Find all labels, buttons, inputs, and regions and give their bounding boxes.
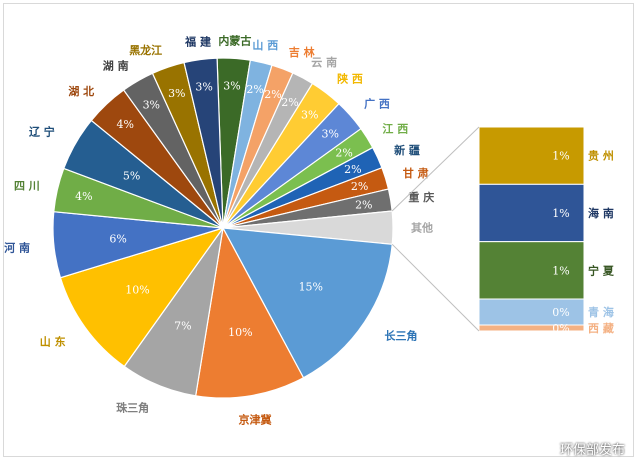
slice-5b81590f-bar-percent-label: 1%	[552, 264, 569, 277]
slice-6d775357-bar-percent-label: 1%	[552, 207, 569, 220]
slice-97526d77-bar-percent-label: 0%	[552, 306, 569, 319]
watermark-text: 环保部发布	[559, 443, 625, 458]
slice-6cb35357-percent-label: 6%	[109, 233, 126, 246]
slice-6e565357-percent-label: 3%	[143, 99, 160, 112]
slice-798f5efa-percent-label: 3%	[195, 81, 212, 94]
slice-51764ed6-category-label: 其他	[411, 221, 433, 235]
slice-8d355dde-bar-category-label: 贵 州	[588, 149, 614, 163]
slice-5c71897f-percent-label: 2%	[246, 83, 263, 96]
slice-54096797-percent-label: 2%	[264, 88, 281, 101]
slice-8d355dde-bar-segment	[478, 126, 585, 185]
slice-9ed19f996c5f-category-label: 黑龙江	[129, 43, 162, 57]
slice-91cd5e86-percent-label: 2%	[355, 198, 372, 211]
slice-8d355dde-bar-percent-label: 1%	[552, 150, 569, 163]
slice-5e7f897f-category-label: 广 西	[364, 97, 390, 111]
slice-6e565317-category-label: 湖 北	[68, 84, 94, 98]
slice-75188083-category-label: 甘 肃	[403, 166, 429, 180]
slice-957f4e0989d2-percent-label: 15%	[299, 280, 323, 293]
slice-5c714e1c-wedge	[59, 226, 225, 368]
slice-5185849953e4-category-label: 内蒙古	[218, 33, 251, 47]
slice-6c5f897f-category-label: 江 西	[382, 121, 408, 135]
slice-56db5ddd-percent-label: 4%	[75, 190, 92, 203]
slice-897f85cf-bar-category-label: 西 藏	[588, 321, 614, 335]
slice-897f85cf-bar-percent-label: 0%	[552, 322, 569, 335]
slice-4e915357-category-label: 云 南	[311, 55, 337, 69]
slice-75188083-percent-label: 2%	[351, 180, 368, 193]
slice-5185849953e4-percent-label: 3%	[223, 80, 240, 93]
slice-65b07586-category-label: 新 疆	[394, 143, 420, 157]
connector-line-top	[391, 126, 480, 212]
slice-5c714e1c-percent-label: 10%	[125, 284, 149, 297]
slice-6e565317-percent-label: 4%	[116, 118, 133, 131]
slice-8fbd5b81-percent-label: 5%	[123, 170, 140, 183]
slice-957f4e0989d2-wedge	[221, 227, 393, 379]
slice-5c714e1c-category-label: 山 东	[40, 334, 66, 348]
connector-line-bottom	[391, 243, 480, 332]
slice-5b81590f-bar-category-label: 宁 夏	[588, 263, 615, 277]
slice-97526d77-bar-category-label: 青 海	[588, 305, 614, 319]
slice-5b81590f-bar-segment	[478, 241, 585, 300]
slice-56db5ddd-category-label: 四 川	[14, 180, 40, 193]
slice-73e04e0989d2-category-label: 珠三角	[116, 400, 149, 414]
slice-6d775357-bar-segment	[478, 183, 585, 243]
slice-4e915357-percent-label: 2%	[281, 96, 298, 109]
slice-73e04e0989d2-percent-label: 7%	[174, 320, 191, 333]
slice-9655897f-category-label: 陕 西	[337, 72, 363, 86]
slice-9ed19f996c5f-percent-label: 3%	[168, 87, 185, 100]
slice-4eac6d255180-category-label: 京津冀	[239, 412, 272, 426]
slice-957f4e0989d2-category-label: 长三角	[385, 328, 418, 342]
slice-6cb35357-category-label: 河 南	[4, 240, 30, 254]
chart-frame	[3, 3, 634, 457]
slice-5c71897f-category-label: 山 西	[252, 38, 278, 52]
slice-798f5efa-wedge	[183, 57, 224, 229]
slice-6c5f897f-percent-label: 2%	[335, 146, 352, 159]
slice-91cd5e86-category-label: 重 庆	[408, 190, 434, 204]
slice-4eac6d255180-wedge	[194, 226, 305, 399]
slice-65b07586-percent-label: 2%	[344, 163, 361, 176]
slice-9655897f-percent-label: 3%	[301, 109, 318, 122]
slice-897f85cf-bar-segment	[478, 324, 585, 332]
slice-6e565357-category-label: 湖 南	[103, 58, 129, 72]
slice-5e7f897f-percent-label: 3%	[321, 128, 338, 141]
slice-4eac6d255180-percent-label: 10%	[228, 326, 252, 339]
slice-6d775357-bar-category-label: 海 南	[588, 206, 614, 220]
slice-54096797-category-label: 吉 林	[289, 45, 315, 59]
slice-8fbd5b81-category-label: 辽 宁	[29, 124, 55, 138]
slice-798f5efa-category-label: 福 建	[184, 35, 212, 49]
